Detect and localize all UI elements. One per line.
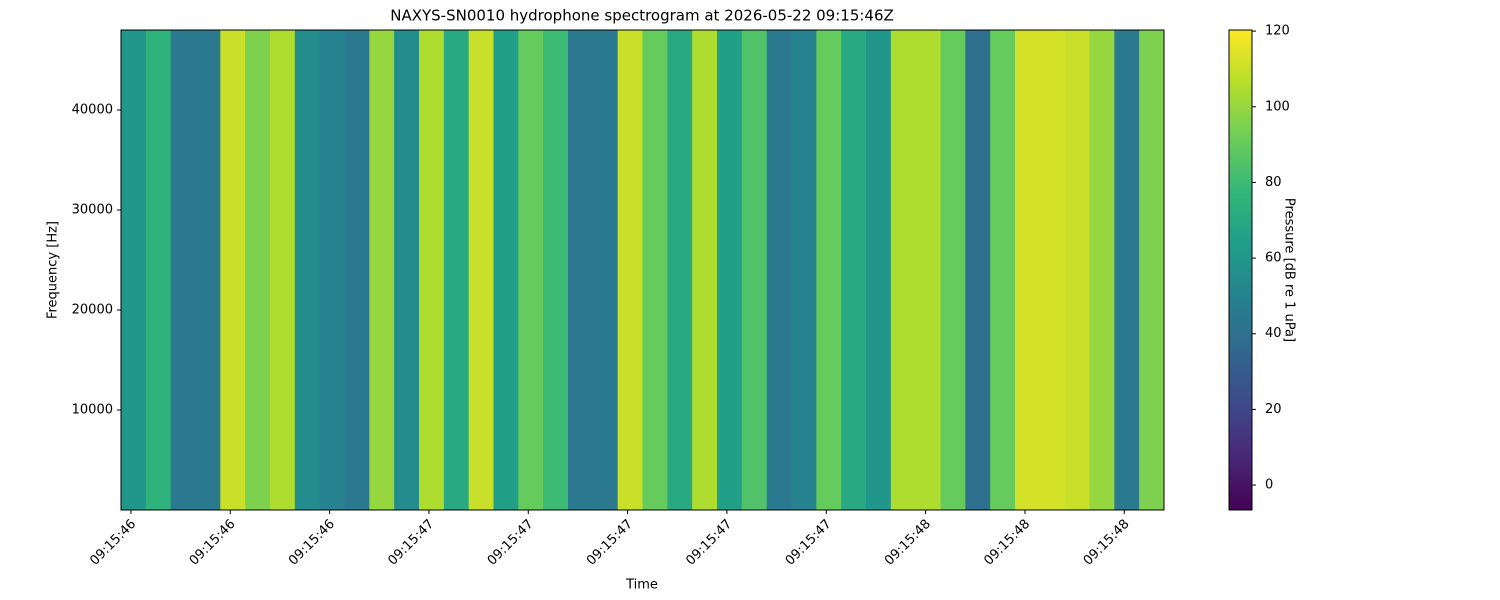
spectrogram-cell (717, 30, 743, 510)
x-tick-label: 09:15:46 (187, 517, 239, 569)
colorbar-tick-label: 60 (1265, 251, 1282, 266)
spectrogram-cell (940, 30, 966, 510)
colorbar-tick-label: 20 (1265, 402, 1282, 417)
spectrogram-cell (642, 30, 668, 510)
x-tick-label: 09:15:47 (385, 517, 437, 569)
spectrogram-cell (1064, 30, 1090, 510)
spectrogram-cell (816, 30, 842, 510)
y-tick-label: 20000 (72, 303, 113, 318)
colorbar-tick-label: 80 (1265, 175, 1282, 190)
colorbar-tick-label: 40 (1265, 326, 1282, 341)
x-tick-label: 09:15:47 (683, 517, 735, 569)
y-tick-label: 40000 (72, 103, 113, 118)
spectrogram-cell (270, 30, 296, 510)
spectrogram-cell (543, 30, 569, 510)
spectrogram-cell (294, 30, 321, 510)
colorbar-tick-label: 100 (1265, 99, 1290, 114)
spectrogram-cell (915, 30, 941, 510)
spectrogram-cell (741, 30, 768, 510)
colorbar-label: Pressure [dB re 1 uPa] (1282, 198, 1297, 342)
spectrogram-cell (518, 30, 544, 510)
spectrogram-cell (890, 30, 917, 510)
y-tick-label: 30000 (72, 203, 113, 218)
spectrogram-cell (344, 30, 370, 510)
x-tick-label: 09:15:46 (286, 517, 338, 569)
spectrogram-cell (791, 30, 817, 510)
x-tick-label: 09:15:48 (981, 517, 1033, 569)
spectrogram-cell (170, 30, 196, 510)
spectrogram-cell (766, 30, 792, 510)
spectrogram-cell (468, 30, 494, 510)
spectrogram-cell (319, 30, 345, 510)
spectrogram-cell (369, 30, 395, 510)
spectrogram-cell (419, 30, 445, 510)
spectrogram-cell (841, 30, 867, 510)
spectrogram-cell (667, 30, 693, 510)
spectrogram-cell (145, 30, 172, 510)
spectrogram-cell (394, 30, 420, 510)
spectrogram-cell (1139, 30, 1165, 510)
plot-frame (120, 29, 1165, 511)
x-tick-label: 09:15:48 (1081, 517, 1133, 569)
y-tick-label: 10000 (72, 403, 113, 418)
chart-title: NAXYS-SN0010 hydrophone spectrogram at 2… (390, 7, 894, 25)
spectrogram-cell (493, 30, 519, 510)
spectrogram-cell (1089, 30, 1115, 510)
y-axis-label: Frequency [Hz] (46, 221, 61, 319)
spectrogram-cell (692, 30, 718, 510)
colorbar (1228, 29, 1253, 511)
spectrogram-cell (1114, 30, 1140, 510)
x-axis-label: Time (625, 578, 658, 593)
colorbar-tick-label: 120 (1265, 24, 1290, 39)
x-tick-label: 09:15:48 (882, 517, 934, 569)
spectrogram-cell (121, 30, 147, 510)
spectrogram-cell (965, 30, 991, 510)
spectrogram-cell (1015, 30, 1041, 510)
spectrogram-cell (245, 30, 271, 510)
colorbar-tick-label: 0 (1265, 478, 1273, 493)
x-tick-label: 09:15:47 (584, 517, 636, 569)
x-tick-label: 09:15:47 (783, 517, 835, 569)
spectrogram-cell (195, 30, 221, 510)
spectrogram-cell (1039, 30, 1066, 510)
spectrogram-cell (443, 30, 470, 510)
spectrogram-cell (866, 30, 892, 510)
x-tick-label: 09:15:46 (87, 517, 139, 569)
spectrogram-cell (568, 30, 594, 510)
spectrogram-cell (990, 30, 1016, 510)
spectrogram-cell (592, 30, 619, 510)
x-tick-label: 09:15:47 (485, 517, 537, 569)
spectrogram-cell (220, 30, 246, 510)
spectrogram-cell (617, 30, 643, 510)
